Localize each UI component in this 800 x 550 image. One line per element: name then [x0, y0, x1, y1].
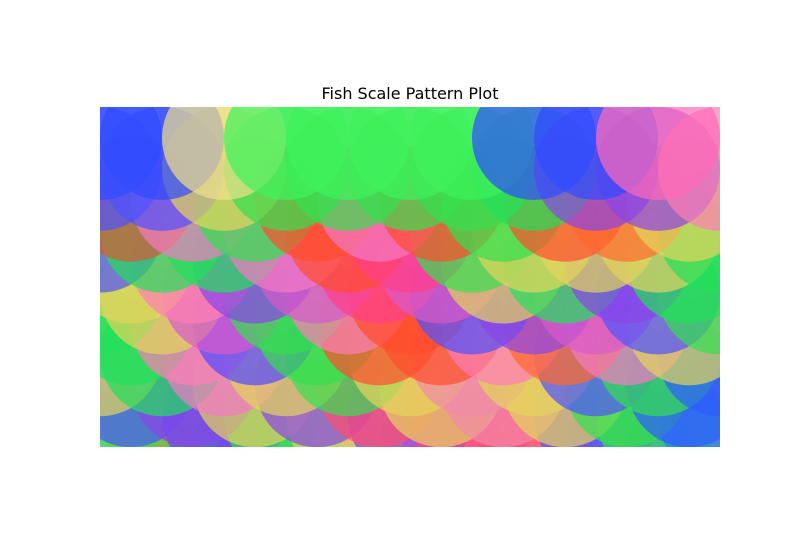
scale-point-r10-c9 — [596, 107, 720, 200]
plot-area — [100, 107, 720, 447]
chart-title: Fish Scale Pattern Plot — [322, 84, 499, 103]
